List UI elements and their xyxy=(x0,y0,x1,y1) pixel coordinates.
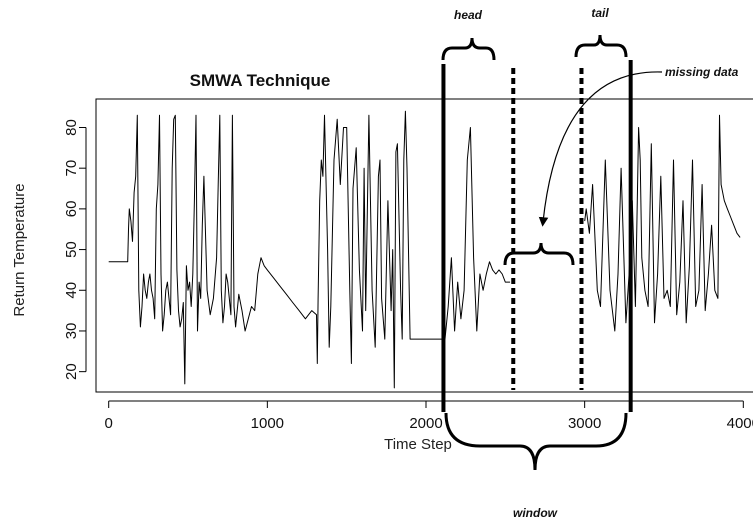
window-annotation: window xyxy=(513,506,558,520)
x-tick-label: 1000 xyxy=(251,415,284,432)
x-tick-label: 2000 xyxy=(409,415,442,432)
series-layer xyxy=(108,110,741,389)
tail-brace xyxy=(574,34,628,58)
y-tick-label: 70 xyxy=(63,160,80,177)
missing-data-annotation: missing data xyxy=(665,65,739,79)
x-tick-label: 4000 xyxy=(727,415,753,432)
x-tick-label: 3000 xyxy=(568,415,601,432)
y-tick-label: 20 xyxy=(63,363,80,380)
y-tick-label: 50 xyxy=(63,241,80,258)
tail-annotation: tail xyxy=(591,6,609,20)
window-markers xyxy=(441,60,633,412)
plot-box xyxy=(95,98,753,393)
missing-brace xyxy=(503,242,575,266)
y-tick-label: 60 xyxy=(63,201,80,218)
y-tick-label: 30 xyxy=(63,323,80,340)
missing-data-arrow xyxy=(538,71,663,227)
y-axis-label: Return Temperature xyxy=(11,183,28,316)
y-tick-label: 40 xyxy=(63,282,80,299)
series-line-2 xyxy=(584,114,741,332)
head-brace xyxy=(441,37,496,61)
x-tick-label: 0 xyxy=(105,415,113,432)
series-line-1 xyxy=(108,110,511,389)
window-brace xyxy=(444,412,628,471)
x-axis: 0 1000 2000 3000 4000 xyxy=(105,400,753,432)
x-axis-label: Time Step xyxy=(384,436,452,453)
y-axis: 20 30 40 50 60 70 80 xyxy=(63,119,87,380)
y-tick-label: 80 xyxy=(63,119,80,136)
head-annotation: head xyxy=(454,8,483,22)
chart-title: SMWA Technique xyxy=(190,71,331,90)
